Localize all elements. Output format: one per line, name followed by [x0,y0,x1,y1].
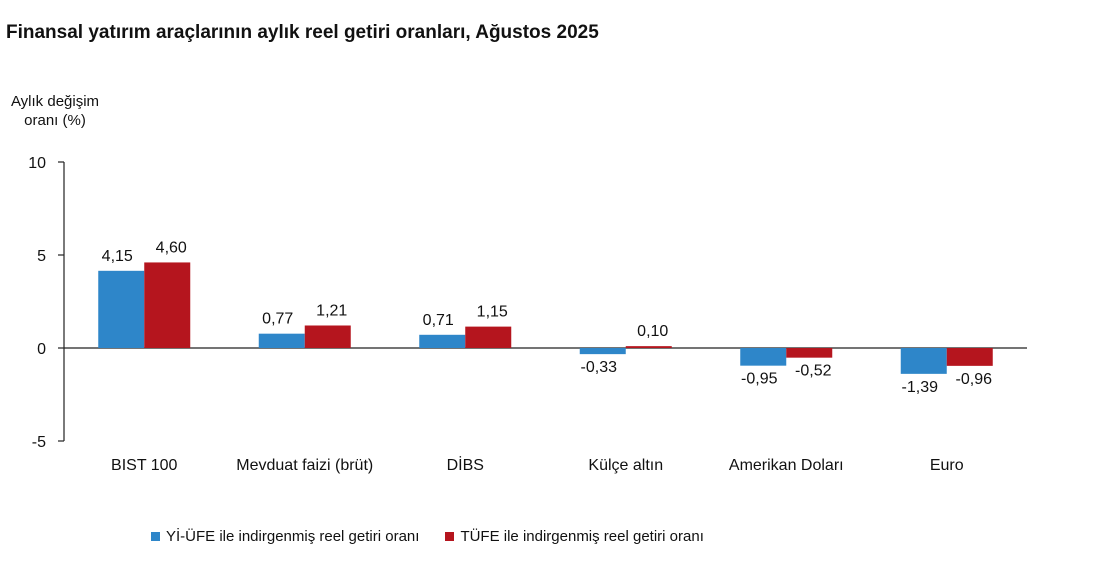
bars [98,262,993,374]
legend-swatch-tufe [445,532,455,541]
data-label: 4,60 [156,239,187,256]
data-label: -0,96 [956,371,993,388]
data-label: -0,95 [741,371,778,388]
bar [258,333,305,348]
data-label: -0,52 [795,363,832,380]
data-label: 0,10 [637,323,668,340]
category-label: DİBS [447,455,484,474]
data-label: -0,33 [581,359,618,376]
data-labels: BIST 100 4,15 4,60 Mevduat faizi (brüt) 0,77… [102,239,992,474]
bar [304,325,351,348]
data-label: 1,21 [316,302,347,319]
y-axis-label-line-2: oranı (%) [24,112,86,129]
bar [419,334,466,348]
chart-title: Finansal yatırım araçlarının aylık reel … [6,22,599,43]
legend-label-tufe: TÜFE ile indirgenmiş reel getiri oranı [460,528,704,545]
category-label: Külçe altın [588,457,663,474]
legend-swatch-yi-ufe [151,532,160,541]
data-label: 0,77 [262,311,293,328]
legend: Yİ-ÜFE ile indirgenmiş reel getiri oranı… [151,528,730,545]
y-tick-label: 10 [28,155,46,172]
bar [465,326,512,348]
category-label: Mevduat faizi (brüt) [236,457,373,474]
bar [946,348,993,366]
bar [900,348,947,374]
bar [144,262,191,348]
category-label: Euro [930,457,964,474]
y-axis-label-line-1: Aylık değişim [10,93,100,110]
data-label: -1,39 [902,379,939,396]
bar [786,348,833,358]
bar [98,270,145,348]
data-label: 1,15 [477,304,508,321]
data-label: 0,71 [423,312,454,329]
bar [579,348,626,355]
category-label: Amerikan Doları [729,457,844,474]
legend-item-yi-ufe: Yİ-ÜFE ile indirgenmiş reel getiri oranı [151,528,419,545]
category-label: BIST 100 [111,457,178,474]
y-tick-label: -5 [32,434,46,451]
bar [625,346,672,348]
legend-label-yi-ufe: Yİ-ÜFE ile indirgenmiş reel getiri oranı [166,528,420,545]
bar [740,348,787,366]
y-axis-label: Aylık değişim oranı (%) [0,92,110,130]
axes: 10 5 0 -5 [28,155,1027,451]
y-tick-label: 5 [37,248,46,265]
y-tick-label: 0 [37,341,46,358]
data-label: 4,15 [102,248,133,265]
legend-item-tufe: TÜFE ile indirgenmiş reel getiri oranı [445,528,704,545]
bar-chart: 10 5 0 -5 BIST 100 4,15 4,60 Mevduat faizi (br… [28,155,1027,474]
